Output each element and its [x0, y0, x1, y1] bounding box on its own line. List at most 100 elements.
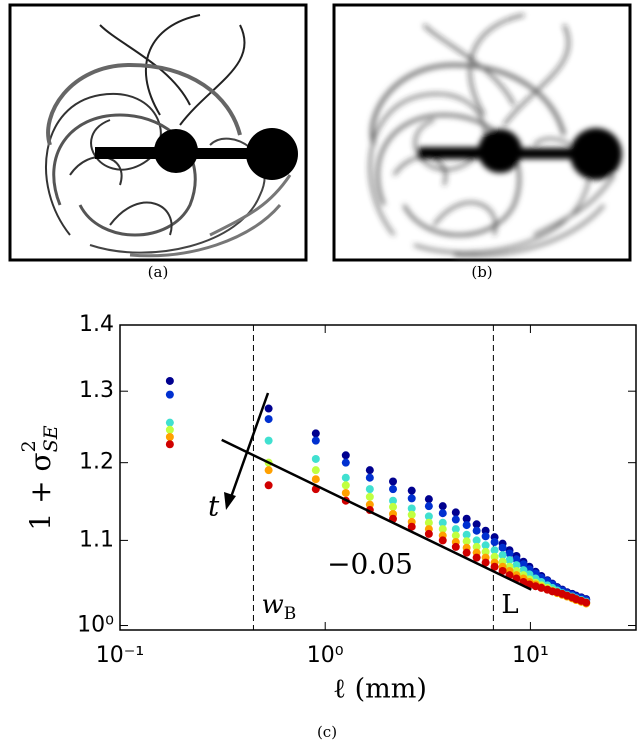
- data-point: [438, 502, 447, 511]
- data-point: [365, 492, 374, 501]
- data-point: [264, 466, 273, 475]
- data-point: [472, 553, 481, 562]
- data-point: [490, 538, 499, 547]
- data-point: [481, 541, 490, 550]
- data-point: [407, 494, 416, 503]
- data-point: [407, 504, 416, 513]
- data-point: [424, 518, 433, 527]
- data-point: [311, 475, 320, 484]
- panel-label: (b): [471, 263, 492, 281]
- time-arrow: [228, 392, 270, 501]
- fit-label: −0.05: [327, 548, 413, 581]
- y-tick-label: 10⁰: [77, 613, 114, 638]
- data-point: [165, 440, 174, 449]
- data-point: [451, 515, 460, 524]
- data-point: [490, 552, 499, 561]
- y-label-main: 1 + σ: [24, 452, 57, 530]
- data-point: [451, 542, 460, 551]
- data-point: [424, 502, 433, 511]
- data-point: [498, 543, 507, 552]
- data-point: [498, 551, 507, 560]
- data-point: [481, 547, 490, 556]
- data-point: [311, 429, 320, 438]
- data-point: [311, 454, 320, 463]
- data-point: [438, 536, 447, 545]
- data-point: [490, 562, 499, 571]
- data-point: [451, 525, 460, 534]
- data-point: [519, 560, 528, 569]
- data-point: [537, 583, 546, 592]
- data-point: [407, 486, 416, 495]
- data-point: [407, 510, 416, 519]
- panel-label: (c): [317, 723, 337, 741]
- x-tick-label: 10⁻¹: [96, 643, 144, 668]
- plot-frame: [119, 324, 637, 631]
- data-point: [512, 561, 521, 570]
- data-point: [438, 509, 447, 518]
- arrow-label: t: [208, 490, 220, 523]
- data-point: [505, 549, 514, 558]
- reference-label: wB: [261, 590, 296, 624]
- data-point: [472, 520, 481, 529]
- data-point: [462, 530, 471, 539]
- data-point: [407, 522, 416, 531]
- y-tick-label: 1.2: [79, 450, 114, 475]
- data-point: [438, 525, 447, 534]
- data-point: [481, 532, 490, 541]
- data-point: [512, 555, 521, 564]
- y-tick-label: 1.4: [79, 312, 114, 337]
- fit-line: [221, 438, 532, 591]
- x-tick-label: 10⁰: [307, 643, 344, 668]
- data-point: [264, 415, 273, 424]
- data-point: [582, 598, 591, 607]
- data-point: [505, 556, 514, 565]
- y-tick-label: 1.3: [79, 378, 114, 403]
- data-point: [424, 495, 433, 504]
- data-point: [462, 521, 471, 530]
- data-point: [341, 458, 350, 467]
- y-axis-label: 1 + σ2SE: [18, 425, 62, 530]
- data-point: [365, 500, 374, 509]
- data-point: [424, 512, 433, 521]
- data-point: [389, 496, 398, 505]
- data-point: [341, 451, 350, 460]
- image-b: [332, 3, 632, 262]
- data-point: [451, 531, 460, 540]
- data-point: [165, 433, 174, 442]
- time-arrow-head: [224, 492, 236, 510]
- data-point: [341, 473, 350, 482]
- data-point: [472, 536, 481, 545]
- data-point: [165, 425, 174, 434]
- data-point: [365, 473, 374, 482]
- data-point: [462, 514, 471, 523]
- data-point: [490, 546, 499, 555]
- data-point: [438, 518, 447, 527]
- data-point: [311, 436, 320, 445]
- panel-label: (a): [148, 263, 169, 281]
- data-point: [462, 548, 471, 557]
- data-point: [424, 529, 433, 538]
- data-point: [264, 436, 273, 445]
- data-point: [389, 502, 398, 511]
- data-point: [165, 376, 174, 385]
- x-axis-label: ℓ (mm): [333, 674, 427, 705]
- data-point: [472, 542, 481, 551]
- data-point: [311, 466, 320, 475]
- data-point: [264, 404, 273, 413]
- data-point: [498, 566, 507, 575]
- data-point: [481, 558, 490, 567]
- data-point: [165, 390, 174, 399]
- reference-label-sub: B: [284, 604, 297, 624]
- data-point: [365, 466, 374, 475]
- data-point: [451, 508, 460, 517]
- data-point: [365, 485, 374, 494]
- data-point: [481, 526, 490, 535]
- y-label-sub: SE: [40, 425, 62, 452]
- data-point: [264, 481, 273, 490]
- data-point: [389, 477, 398, 486]
- x-tick-label: 10¹: [512, 643, 549, 668]
- reference-label-main: w: [261, 590, 283, 620]
- data-point: [341, 481, 350, 490]
- reference-label: L: [501, 590, 518, 620]
